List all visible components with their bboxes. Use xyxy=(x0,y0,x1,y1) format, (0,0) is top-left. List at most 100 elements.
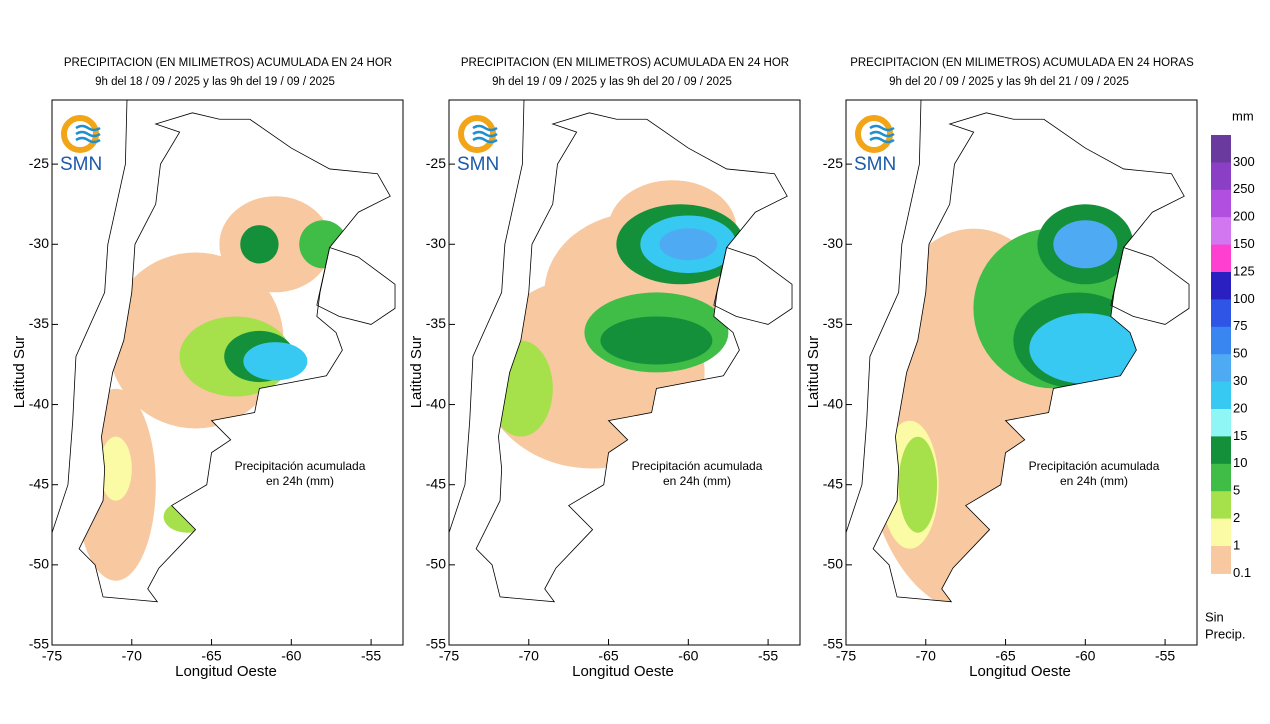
y-axis-label: Latitud Sur xyxy=(408,336,425,409)
y-tick-label: -35 xyxy=(29,315,49,331)
logo-ring xyxy=(855,115,893,153)
y-tick-label: -35 xyxy=(823,315,843,331)
x-tick-label: -75 xyxy=(836,648,856,664)
chile-coast xyxy=(51,99,128,597)
logo-wave xyxy=(869,136,895,144)
y-tick-label: -40 xyxy=(823,395,843,411)
panel-subtitle: 9h del 19 / 09 / 2025 y las 9h del 20 / … xyxy=(492,76,732,88)
y-tick-label: -45 xyxy=(823,475,843,491)
legend-label: 1 xyxy=(1233,537,1240,552)
legend-swatch xyxy=(1211,436,1231,465)
x-tick-label: -55 xyxy=(361,648,381,664)
logo-text: SMN xyxy=(854,154,896,175)
legend-label: 20 xyxy=(1233,400,1247,415)
y-tick-label: -50 xyxy=(426,556,446,572)
precip-area xyxy=(299,220,348,269)
y-tick-label: -25 xyxy=(29,155,49,171)
map-note: en 24h (mm) xyxy=(266,474,334,488)
legend-label: 250 xyxy=(1233,181,1255,196)
x-axis-label: Longitud Oeste xyxy=(175,663,277,680)
legend-none: Sin xyxy=(1205,609,1224,624)
legend-swatch xyxy=(1211,518,1231,547)
x-tick-label: -70 xyxy=(519,648,539,664)
chile-coast xyxy=(448,99,525,597)
precip-area xyxy=(898,436,937,533)
legend-label: 30 xyxy=(1233,373,1247,388)
logo-wave xyxy=(472,124,498,132)
y-tick-label: -30 xyxy=(426,235,446,251)
precip-area xyxy=(240,225,279,264)
logo-text: SMN xyxy=(457,154,499,175)
y-tick-label: -45 xyxy=(29,475,49,491)
legend-swatch xyxy=(1211,217,1231,246)
x-tick-label: -55 xyxy=(758,648,778,664)
logo-wave xyxy=(472,130,498,138)
argentina-outline xyxy=(78,112,391,603)
uruguay-outline xyxy=(1110,246,1190,325)
map-frame xyxy=(845,99,1198,646)
x-tick-label: -70 xyxy=(122,648,142,664)
argentina-outline xyxy=(475,112,788,603)
legend-label: 5 xyxy=(1233,483,1240,498)
map-note: en 24h (mm) xyxy=(663,474,731,488)
legend-swatch xyxy=(1211,491,1231,520)
legend-swatch xyxy=(1211,326,1231,355)
map-panel: PRECIPITACION (EN MILIMETROS) ACUMULADA … xyxy=(805,57,1198,680)
legend-none: Precip. xyxy=(1205,626,1245,641)
legend-title: mm xyxy=(1232,108,1254,123)
y-tick-label: -55 xyxy=(426,636,446,652)
y-tick-label: -35 xyxy=(426,315,446,331)
uruguay-outline xyxy=(316,246,396,325)
x-tick-label: -60 xyxy=(281,648,301,664)
map-panel: PRECIPITACION (EN MILIMETROS) ACUMULADA … xyxy=(11,57,404,680)
logo-wave xyxy=(472,136,498,144)
legend-label: 300 xyxy=(1233,154,1255,169)
x-tick-label: -60 xyxy=(678,648,698,664)
legend-swatch xyxy=(1211,135,1231,163)
precip-area xyxy=(488,340,553,437)
y-tick-label: -55 xyxy=(823,636,843,652)
map-note: Precipitación acumulada xyxy=(1029,459,1160,473)
legend-label: 10 xyxy=(1233,455,1247,470)
x-tick-label: -65 xyxy=(598,648,618,664)
x-axis-label: Longitud Oeste xyxy=(572,663,674,680)
legend-swatch xyxy=(1211,272,1231,300)
precip-area xyxy=(163,500,212,533)
y-tick-label: -50 xyxy=(29,556,49,572)
legend-swatch xyxy=(1211,189,1231,218)
map-frame xyxy=(448,99,801,646)
argentina-outline xyxy=(872,112,1185,603)
precip-area xyxy=(243,342,308,381)
x-tick-label: -75 xyxy=(42,648,62,664)
logo-ring xyxy=(61,115,99,153)
x-tick-label: -70 xyxy=(916,648,936,664)
y-axis-label: Latitud Sur xyxy=(805,336,822,409)
map-panel: PRECIPITACION (EN MILIMETROS) ACUMULADA … xyxy=(408,57,801,680)
y-tick-label: -30 xyxy=(823,235,843,251)
legend-label: 50 xyxy=(1233,346,1247,361)
y-tick-label: -50 xyxy=(823,556,843,572)
x-tick-label: -65 xyxy=(201,648,221,664)
logo-ring xyxy=(458,115,496,153)
panel-subtitle: 9h del 18 / 09 / 2025 y las 9h del 19 / … xyxy=(95,76,335,88)
legend-label: 2 xyxy=(1233,510,1240,525)
x-axis-label: Longitud Oeste xyxy=(969,663,1071,680)
panel-title: PRECIPITACION (EN MILIMETROS) ACUMULADA … xyxy=(461,57,789,69)
map-note: en 24h (mm) xyxy=(1060,474,1128,488)
logo-wave xyxy=(75,124,101,132)
logo-wave xyxy=(75,136,101,144)
legend-label: 150 xyxy=(1233,236,1255,251)
panel-title: PRECIPITACION (EN MILIMETROS) ACUMULADA … xyxy=(850,57,1194,69)
precip-area xyxy=(600,316,713,365)
logo-text: SMN xyxy=(60,154,102,175)
map-note: Precipitación acumulada xyxy=(632,459,763,473)
precip-area xyxy=(659,228,718,261)
precip-fill xyxy=(79,196,348,581)
legend-label: 75 xyxy=(1233,318,1247,333)
y-tick-label: -40 xyxy=(29,395,49,411)
legend-swatch xyxy=(1211,244,1231,273)
legend-swatch xyxy=(1211,299,1231,328)
y-tick-label: -45 xyxy=(426,475,446,491)
y-tick-label: -40 xyxy=(426,395,446,411)
map-frame xyxy=(51,99,404,646)
